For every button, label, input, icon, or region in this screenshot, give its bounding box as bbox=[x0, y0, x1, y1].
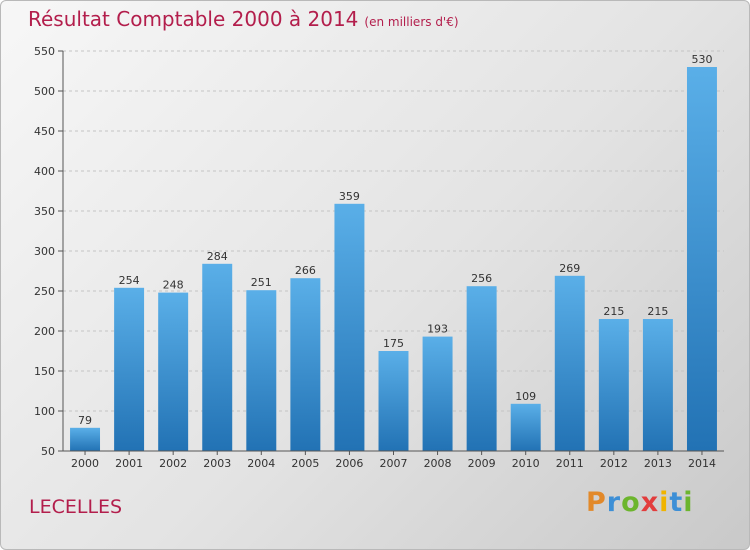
bar bbox=[510, 403, 541, 451]
bar bbox=[686, 67, 717, 451]
chart-subtitle: (en milliers d'€) bbox=[364, 15, 459, 29]
data-label: 251 bbox=[251, 276, 272, 289]
x-tick-label: 2000 bbox=[71, 457, 99, 470]
x-tick-label: 2004 bbox=[247, 457, 275, 470]
logo-letter: o bbox=[621, 487, 641, 518]
logo-letter: i bbox=[659, 487, 670, 518]
y-tick-label: 550 bbox=[34, 45, 55, 58]
x-tick-label: 2006 bbox=[335, 457, 363, 470]
x-tick-label: 2005 bbox=[291, 457, 319, 470]
x-tick-label: 2003 bbox=[203, 457, 231, 470]
x-tick-label: 2001 bbox=[115, 457, 143, 470]
y-tick-label: 400 bbox=[34, 165, 55, 178]
logo-letter: i bbox=[683, 487, 694, 518]
y-tick-label: 150 bbox=[34, 365, 55, 378]
bar bbox=[70, 427, 101, 451]
data-label: 193 bbox=[427, 323, 448, 336]
data-label: 175 bbox=[383, 337, 404, 350]
x-tick-label: 2012 bbox=[600, 457, 628, 470]
data-label: 359 bbox=[339, 190, 360, 203]
logo-letter: t bbox=[669, 487, 684, 518]
y-tick-label: 450 bbox=[34, 125, 55, 138]
x-tick-label: 2008 bbox=[424, 457, 452, 470]
proxiti-logo: Proxiti bbox=[586, 487, 694, 518]
bar bbox=[290, 278, 321, 451]
y-tick-label: 200 bbox=[34, 325, 55, 338]
y-tick-label: 50 bbox=[41, 445, 55, 458]
chart-title: Résultat Comptable 2000 à 2014 (en millie… bbox=[28, 7, 459, 31]
data-label: 256 bbox=[471, 272, 492, 285]
x-tick-label: 2002 bbox=[159, 457, 187, 470]
x-tick-label: 2011 bbox=[556, 457, 584, 470]
data-label: 215 bbox=[647, 305, 668, 318]
data-label: 248 bbox=[163, 279, 184, 292]
logo-letter: r bbox=[606, 487, 622, 518]
data-label: 269 bbox=[559, 262, 580, 275]
bar bbox=[642, 319, 673, 451]
y-tick-label: 300 bbox=[34, 245, 55, 258]
chart-title-text: Résultat Comptable 2000 à 2014 bbox=[28, 7, 359, 31]
x-tick-label: 2014 bbox=[688, 457, 716, 470]
x-tick-label: 2010 bbox=[512, 457, 540, 470]
bars: 79 254 248 284 251 266 359 175 193 256 109 269 215 21… bbox=[70, 53, 717, 451]
y-tick-label: 500 bbox=[34, 85, 55, 98]
data-label: 284 bbox=[207, 250, 228, 263]
data-label: 215 bbox=[603, 305, 624, 318]
bar bbox=[422, 336, 453, 451]
data-label: 79 bbox=[78, 414, 92, 427]
data-label: 254 bbox=[119, 274, 140, 287]
data-label: 530 bbox=[691, 53, 712, 66]
town-name: LECELLES bbox=[29, 496, 123, 518]
logo-letter: x bbox=[640, 487, 660, 518]
bar bbox=[334, 203, 365, 451]
y-tick-label: 250 bbox=[34, 285, 55, 298]
bar bbox=[466, 286, 497, 451]
data-label: 109 bbox=[515, 390, 536, 403]
bar bbox=[158, 292, 189, 451]
x-tick-label: 2007 bbox=[380, 457, 408, 470]
logo-letter: P bbox=[586, 487, 607, 518]
bar bbox=[114, 287, 145, 451]
x-tick-label: 2013 bbox=[644, 457, 672, 470]
bar bbox=[378, 351, 409, 451]
y-tick-label: 350 bbox=[34, 205, 55, 218]
bar bbox=[554, 275, 585, 451]
bar bbox=[202, 263, 233, 451]
bar bbox=[246, 290, 277, 451]
bar bbox=[598, 319, 629, 451]
x-tick-label: 2009 bbox=[468, 457, 496, 470]
data-label: 266 bbox=[295, 264, 316, 277]
y-tick-label: 100 bbox=[34, 405, 55, 418]
axes: 50 100 150 200 250 300 350 400 450 500 550 2000 2001… bbox=[34, 45, 724, 470]
